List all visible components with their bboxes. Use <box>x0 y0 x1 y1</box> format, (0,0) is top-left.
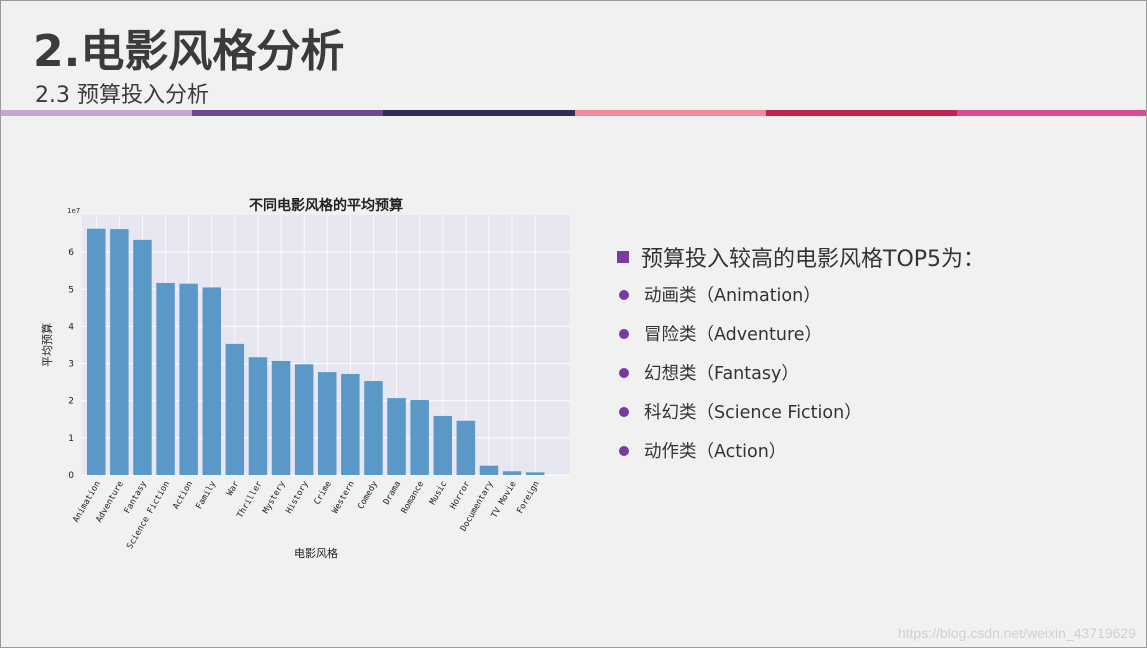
bar <box>502 471 522 475</box>
bar <box>133 239 152 475</box>
bar <box>156 282 175 475</box>
bullet-dot-icon <box>619 367 629 378</box>
summary-heading-row: 预算投入较高的电影风格TOP5为： <box>617 239 1137 275</box>
stripe-segment <box>574 110 766 116</box>
bar <box>318 372 337 475</box>
x-tick-label: Foreign <box>515 480 542 516</box>
list-item-text: 科幻类（Science Fiction） <box>644 403 862 423</box>
stripe-segment <box>192 110 384 116</box>
bar <box>271 360 291 475</box>
list-item-text: 动作类（Action） <box>644 442 787 462</box>
summary-list: 预算投入较高的电影风格TOP5为： 动画类（Animation） 冒险类（Adv… <box>617 239 1137 470</box>
bar <box>433 415 452 475</box>
bar <box>525 472 545 475</box>
bar <box>364 381 383 475</box>
bar <box>479 465 499 475</box>
list-item: 动画类（Animation） <box>617 275 1137 314</box>
bullet-dot-icon <box>619 289 629 300</box>
stripe-segment <box>1 110 193 116</box>
y-tick-label: 2 <box>68 397 74 407</box>
stripe-segment <box>956 110 1146 116</box>
bars <box>87 228 545 475</box>
x-axis-label: 电影风格 <box>294 546 338 560</box>
slide-title: 2.电影风格分析 <box>33 26 345 77</box>
x-tick-label: History <box>284 480 311 516</box>
watermark-url: https://blog.csdn.net/weixin_43719629 <box>897 625 1136 641</box>
color-stripe <box>1 110 1146 116</box>
bullet-dot-icon <box>619 328 629 339</box>
list-item-text: 动画类（Animation） <box>644 286 821 306</box>
list-item: 动作类（Action） <box>617 431 1137 470</box>
y-tick-label: 3 <box>68 360 74 370</box>
y-tick-label: 5 <box>68 285 74 295</box>
list-item-text: 冒险类（Adventure） <box>644 325 823 345</box>
bar <box>179 283 198 475</box>
bar <box>202 287 221 475</box>
x-tick-label: Drama <box>382 480 403 507</box>
x-tick-label: Crime <box>312 480 333 507</box>
slide-subtitle: 2.3 预算投入分析 <box>35 83 209 108</box>
y-tick-label: 4 <box>68 322 74 332</box>
x-tick-label: Action <box>171 480 195 512</box>
budget-bar-chart: 0 1 2 3 4 5 6 AnimationAdventureFantasyScience… <box>40 197 570 560</box>
y-tick-label: 6 <box>68 248 74 258</box>
bar <box>248 357 268 475</box>
list-item: 科幻类（Science Fiction） <box>617 392 1137 431</box>
bar <box>87 228 106 475</box>
x-tick-label: Horror <box>448 480 472 512</box>
stripe-segment <box>383 110 575 116</box>
stripe-segment <box>765 110 957 116</box>
x-tick-label: Western <box>330 480 357 516</box>
bar <box>110 229 129 475</box>
bar <box>294 364 314 475</box>
bar <box>410 399 429 475</box>
square-bullet-icon <box>617 251 629 263</box>
list-item-text: 幻想类（Fantasy） <box>644 364 799 384</box>
y-tick-label: 0 <box>68 471 74 481</box>
x-tick-label: Music <box>428 480 449 507</box>
summary-heading: 预算投入较高的电影风格TOP5为： <box>641 247 986 272</box>
x-tick-label: Science Fiction <box>125 480 172 551</box>
list-item: 幻想类（Fantasy） <box>617 353 1137 392</box>
bar <box>341 373 360 475</box>
chart-title: 不同电影风格的平均预算 <box>249 197 403 214</box>
y-axis-label: 平均预算 <box>40 323 54 367</box>
bullet-dot-icon <box>619 406 629 417</box>
bar <box>456 420 476 475</box>
y-scale-label: 1e7 <box>67 207 80 215</box>
bar <box>387 398 406 475</box>
y-tick-label: 1 <box>68 434 74 444</box>
bar <box>225 343 245 475</box>
x-tick-label: Family <box>194 480 218 512</box>
bullet-dot-icon <box>619 445 629 456</box>
list-item: 冒险类（Adventure） <box>617 314 1137 353</box>
x-tick-label: Romance <box>400 480 427 516</box>
y-tick-labels: 0 1 2 3 4 5 6 <box>68 248 74 481</box>
x-tick-label: War <box>225 480 241 498</box>
x-tick-label: Comedy <box>356 480 380 512</box>
